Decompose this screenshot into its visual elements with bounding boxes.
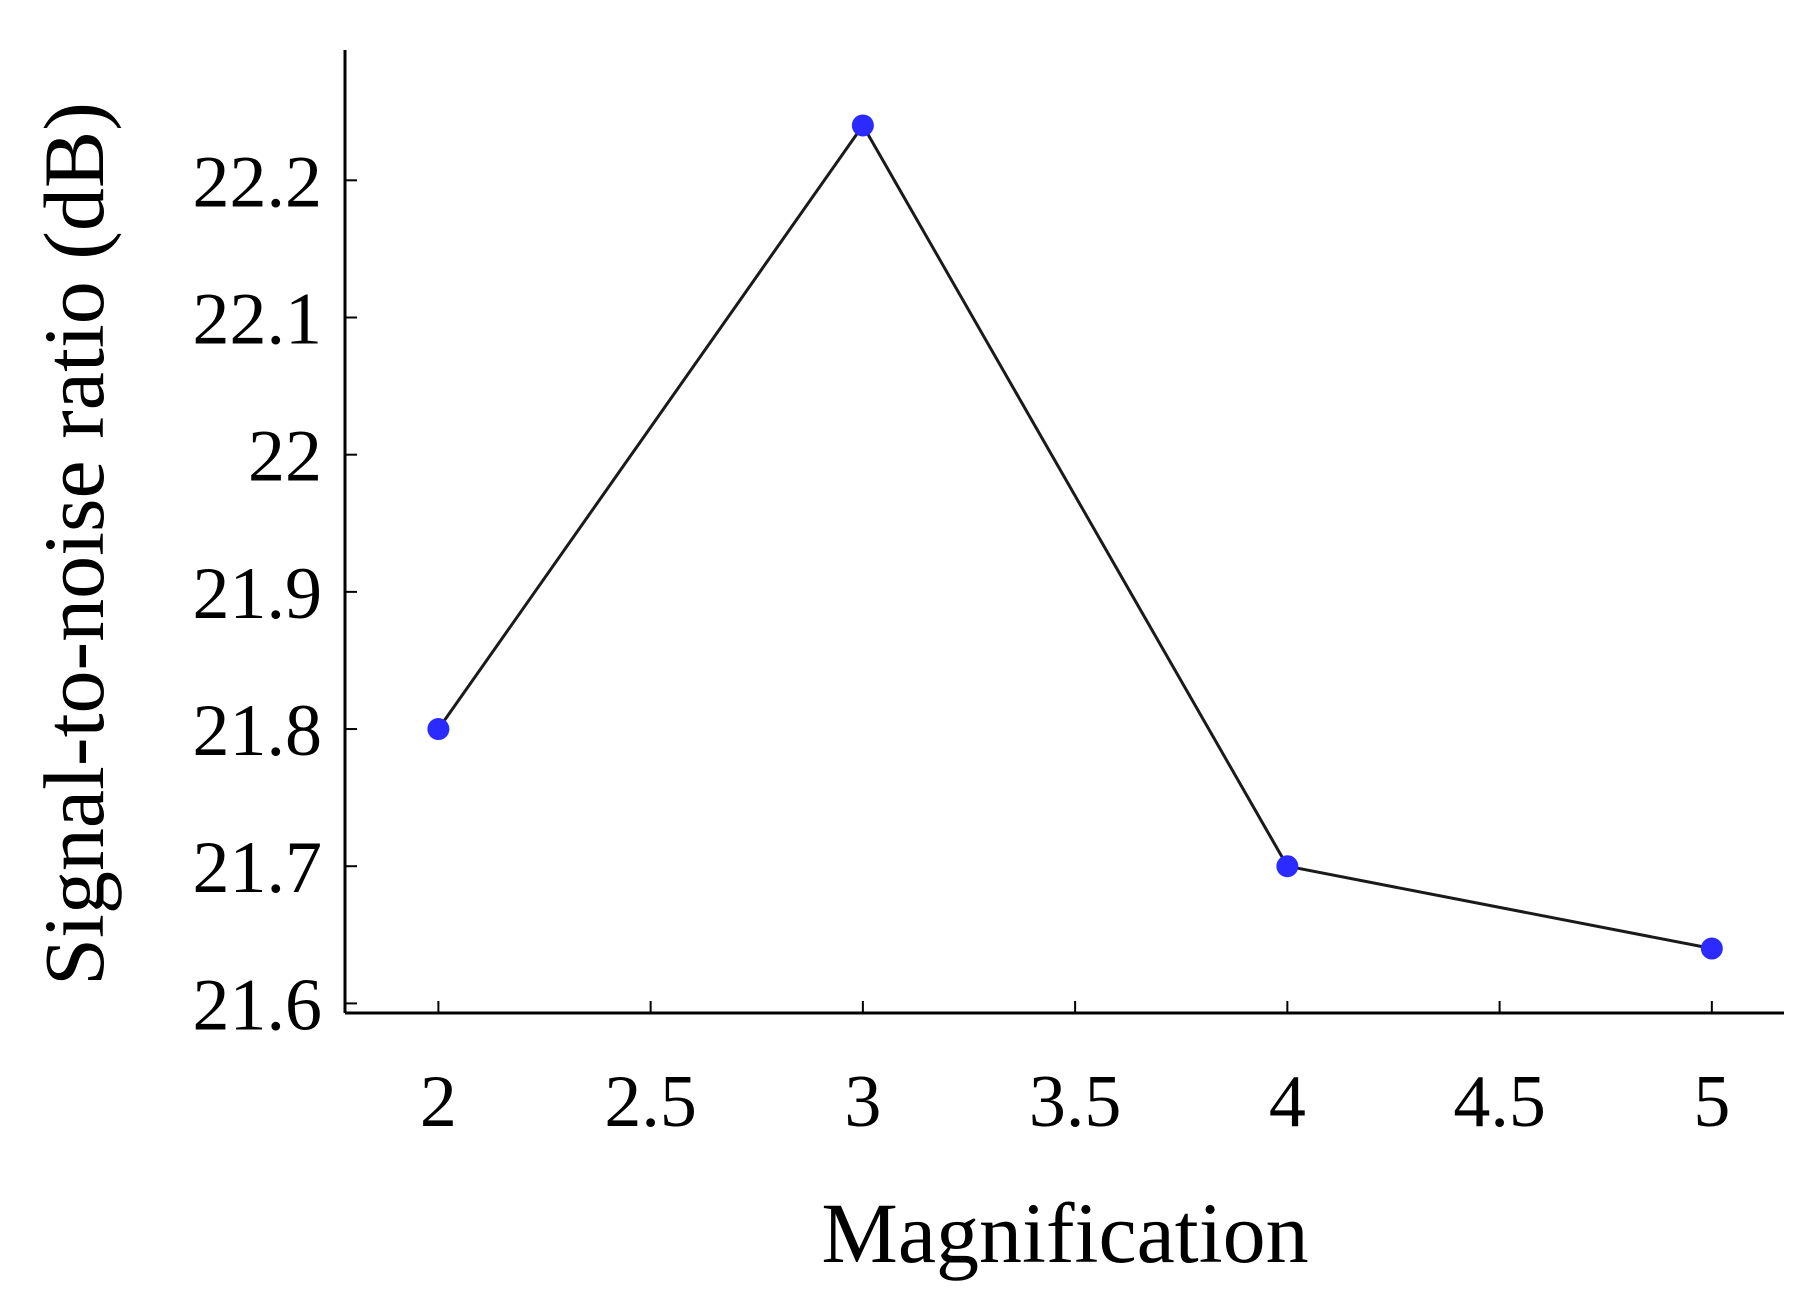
y-tick-label: 21.7 [193, 827, 323, 909]
data-point [427, 718, 450, 741]
x-tick-label: 3.5 [1029, 1061, 1122, 1143]
x-tick-label: 4 [1269, 1061, 1306, 1143]
data-point [1700, 937, 1723, 960]
axes [343, 50, 1784, 1015]
x-tick-label: 2.5 [604, 1061, 697, 1143]
x-tick-label: 3 [844, 1061, 881, 1143]
y-tick-label: 21.9 [193, 553, 323, 635]
y-tick-label: 22 [248, 416, 322, 498]
y-tick-label: 22.1 [193, 279, 323, 361]
y-tick-label: 21.8 [193, 690, 323, 772]
x-ticks: 2 2.5 3 3.5 4 4.5 5 [420, 1001, 1730, 1143]
data-point [851, 114, 874, 137]
x-tick-label: 5 [1693, 1061, 1730, 1143]
series-line [437, 122, 1713, 950]
x-axis-title: Magnification [821, 1185, 1308, 1281]
x-tick-label: 2 [420, 1061, 457, 1143]
y-tick-label: 22.2 [193, 141, 323, 223]
y-axis-title: Signal-to-noise ratio (dB) [26, 102, 122, 986]
series-layer [427, 114, 1723, 960]
y-ticks: 21.6 21.7 21.8 21.9 22 22.1 22.2 [193, 141, 357, 1046]
y-tick-label: 21.6 [193, 964, 323, 1046]
x-tick-label: 4.5 [1453, 1061, 1546, 1143]
data-point [1276, 855, 1299, 878]
